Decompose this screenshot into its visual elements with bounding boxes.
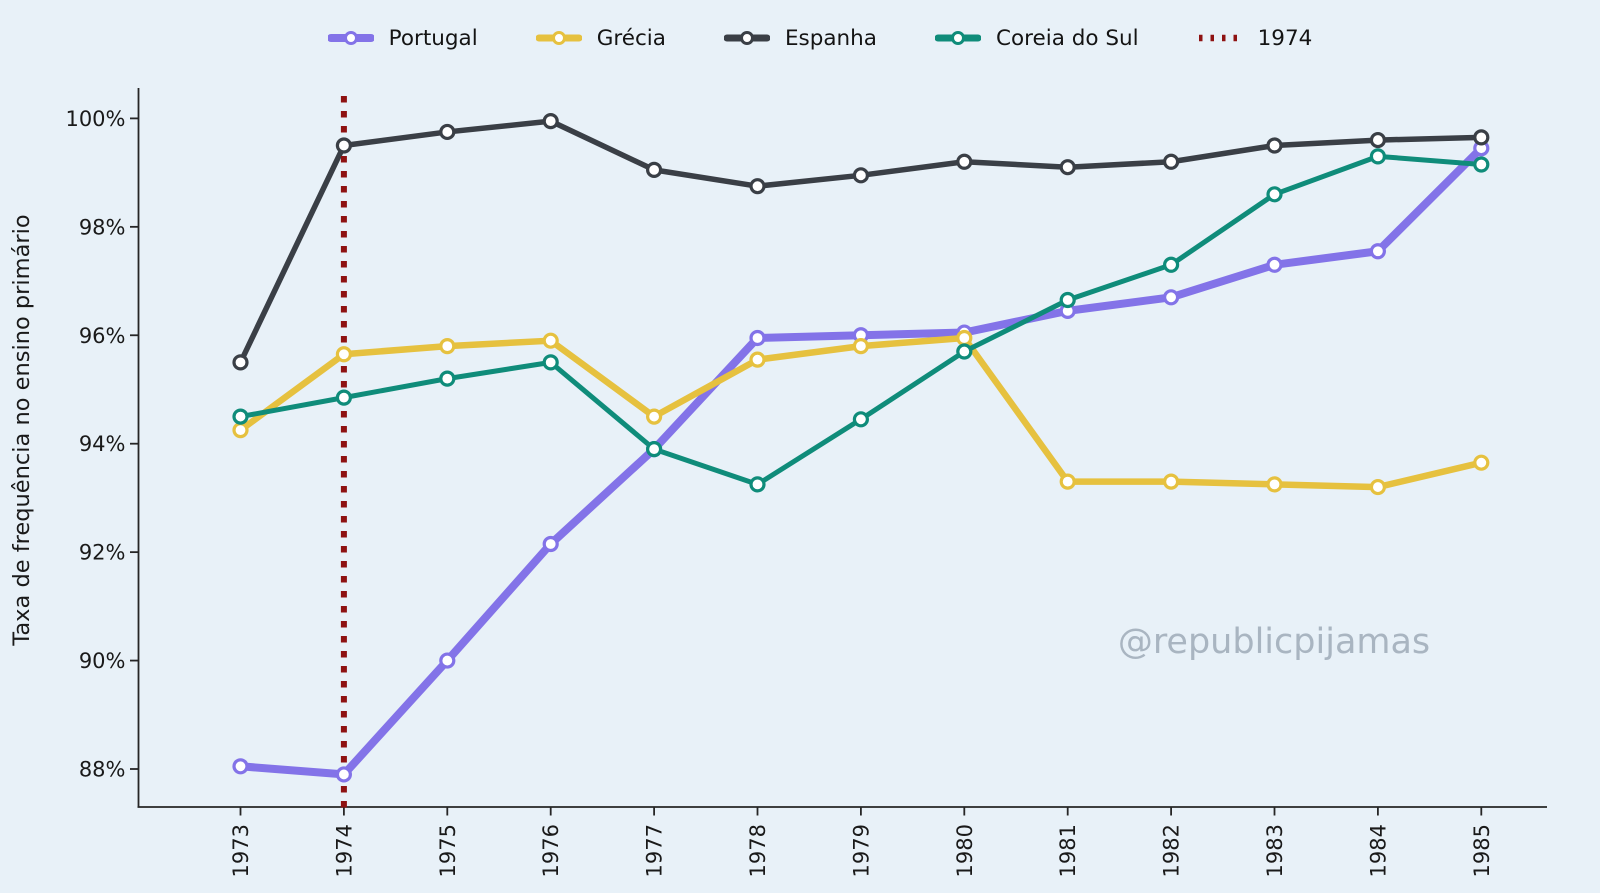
data-point-portugal-1982	[1162, 289, 1180, 306]
data-point-coreia-do-sul-1973	[232, 408, 249, 425]
y-axis-tick-label: 88%	[79, 758, 126, 782]
data-point-gr-cia-1985	[1473, 454, 1490, 471]
data-point-coreia-do-sul-1974	[335, 389, 352, 406]
data-point-portugal-1973	[232, 758, 249, 775]
series-line-portugal	[236, 144, 1486, 779]
data-point-gr-cia-1974	[335, 346, 352, 363]
y-axis-tick-label: 92%	[79, 541, 126, 565]
x-axis-tick-label: 1973	[229, 824, 253, 877]
data-point-espanha-1978	[749, 178, 766, 195]
legend-line-marker-coreia-do-sul	[934, 31, 981, 45]
x-axis-tick-label: 1974	[332, 824, 356, 877]
data-point-coreia-do-sul-1984	[1369, 148, 1387, 165]
data-point-espanha-1980	[956, 153, 973, 170]
data-point-coreia-do-sul-1977	[645, 441, 663, 458]
legend-marker-circle	[739, 31, 754, 45]
legend-marker-circle	[551, 31, 566, 45]
data-point-coreia-do-sul-1976	[542, 354, 559, 371]
data-point-espanha-1985	[1473, 129, 1490, 146]
data-point-espanha-1983	[1266, 137, 1283, 154]
legend-item-1974-vline: 1974	[1197, 25, 1313, 51]
y-axis-tick-label: 100%	[65, 107, 125, 131]
data-point-gr-cia-1976	[542, 332, 559, 349]
legend-label-1974: 1974	[1257, 25, 1313, 51]
legend-label-portugal: Portugal	[388, 25, 478, 51]
x-axis-tick-label: 1981	[1056, 824, 1080, 877]
legend-marker-circle	[343, 31, 358, 45]
y-axis-label: Taxa de frequência no ensino primário	[9, 214, 35, 646]
x-axis-tick-label: 1985	[1470, 824, 1494, 877]
data-point-gr-cia-1975	[439, 338, 456, 355]
y-axis-tick-label: 94%	[79, 432, 126, 456]
x-axis-tick-label: 1983	[1263, 824, 1287, 877]
data-point-espanha-1981	[1059, 159, 1076, 176]
data-point-espanha-1973	[232, 354, 249, 371]
data-point-gr-cia-1977	[645, 408, 663, 425]
legend-item-coreia-do-sul: Coreia do Sul	[934, 25, 1139, 51]
data-point-gr-cia-1981	[1059, 473, 1076, 490]
y-axis-tick-label: 96%	[79, 324, 126, 348]
data-point-portugal-1975	[439, 652, 456, 669]
data-point-espanha-1984	[1369, 131, 1387, 149]
x-axis-tick-label: 1978	[746, 824, 770, 877]
y-axis-tick-label: 90%	[79, 649, 126, 673]
data-point-coreia-do-sul-1979	[852, 411, 870, 428]
x-axis-tick-label: 1984	[1366, 824, 1390, 877]
x-axis-tick-label: 1979	[849, 824, 873, 877]
y-axis-tick-label: 98%	[79, 215, 126, 239]
data-point-coreia-do-sul-1981	[1059, 291, 1076, 309]
data-point-coreia-do-sul-1983	[1266, 186, 1283, 203]
data-point-espanha-1974	[335, 137, 352, 154]
legend-item-espanha: Espanha	[723, 25, 877, 51]
data-point-portugal-1974	[335, 766, 352, 783]
data-point-gr-cia-1979	[852, 338, 870, 355]
data-point-portugal-1984	[1369, 243, 1387, 260]
x-axis-tick-label: 1976	[539, 824, 563, 877]
x-axis-tick-label: 1980	[953, 824, 977, 877]
legend-marker-circle	[950, 31, 965, 45]
legend: Portugal Grécia Espanha Coreia do Sul 19…	[40, 16, 1600, 60]
data-point-gr-cia-1978	[749, 351, 766, 368]
legend-line-marker-portugal	[327, 31, 374, 45]
data-point-portugal-1976	[542, 535, 559, 553]
data-point-coreia-do-sul-1985	[1473, 156, 1490, 173]
data-point-gr-cia-1982	[1162, 473, 1180, 490]
legend-line-marker-espanha	[723, 31, 770, 45]
data-point-espanha-1979	[852, 167, 870, 184]
legend-dotted-line-marker-1974	[1198, 34, 1241, 42]
data-point-espanha-1982	[1162, 153, 1180, 170]
data-point-gr-cia-1973	[232, 422, 249, 439]
legend-label-coreia-do-sul: Coreia do Sul	[995, 25, 1139, 51]
legend-label-grecia: Grécia	[596, 25, 666, 51]
data-point-portugal-1983	[1266, 256, 1283, 273]
data-point-coreia-do-sul-1975	[439, 370, 456, 387]
data-point-coreia-do-sul-1980	[956, 343, 973, 360]
legend-item-grecia: Grécia	[535, 25, 666, 51]
data-point-espanha-1976	[542, 113, 559, 130]
legend-label-espanha: Espanha	[784, 25, 877, 51]
legend-item-portugal: Portugal	[327, 25, 478, 51]
data-point-gr-cia-1983	[1266, 476, 1283, 493]
data-point-portugal-1978	[749, 329, 766, 347]
data-point-espanha-1975	[439, 123, 456, 141]
watermark: @republicpijamas	[1118, 622, 1430, 662]
data-point-gr-cia-1984	[1369, 478, 1387, 496]
data-point-coreia-do-sul-1978	[749, 476, 766, 493]
x-axis-tick-label: 1977	[643, 824, 667, 877]
series-line-coreia-do-sul	[238, 153, 1484, 487]
legend-line-marker-grecia	[535, 31, 582, 45]
x-axis-tick-label: 1975	[436, 824, 460, 877]
data-point-coreia-do-sul-1982	[1162, 256, 1180, 273]
x-axis-tick-label: 1982	[1160, 824, 1184, 877]
data-point-gr-cia-1980	[956, 329, 973, 347]
series-line-espanha	[237, 118, 1485, 366]
data-point-espanha-1977	[645, 161, 663, 179]
